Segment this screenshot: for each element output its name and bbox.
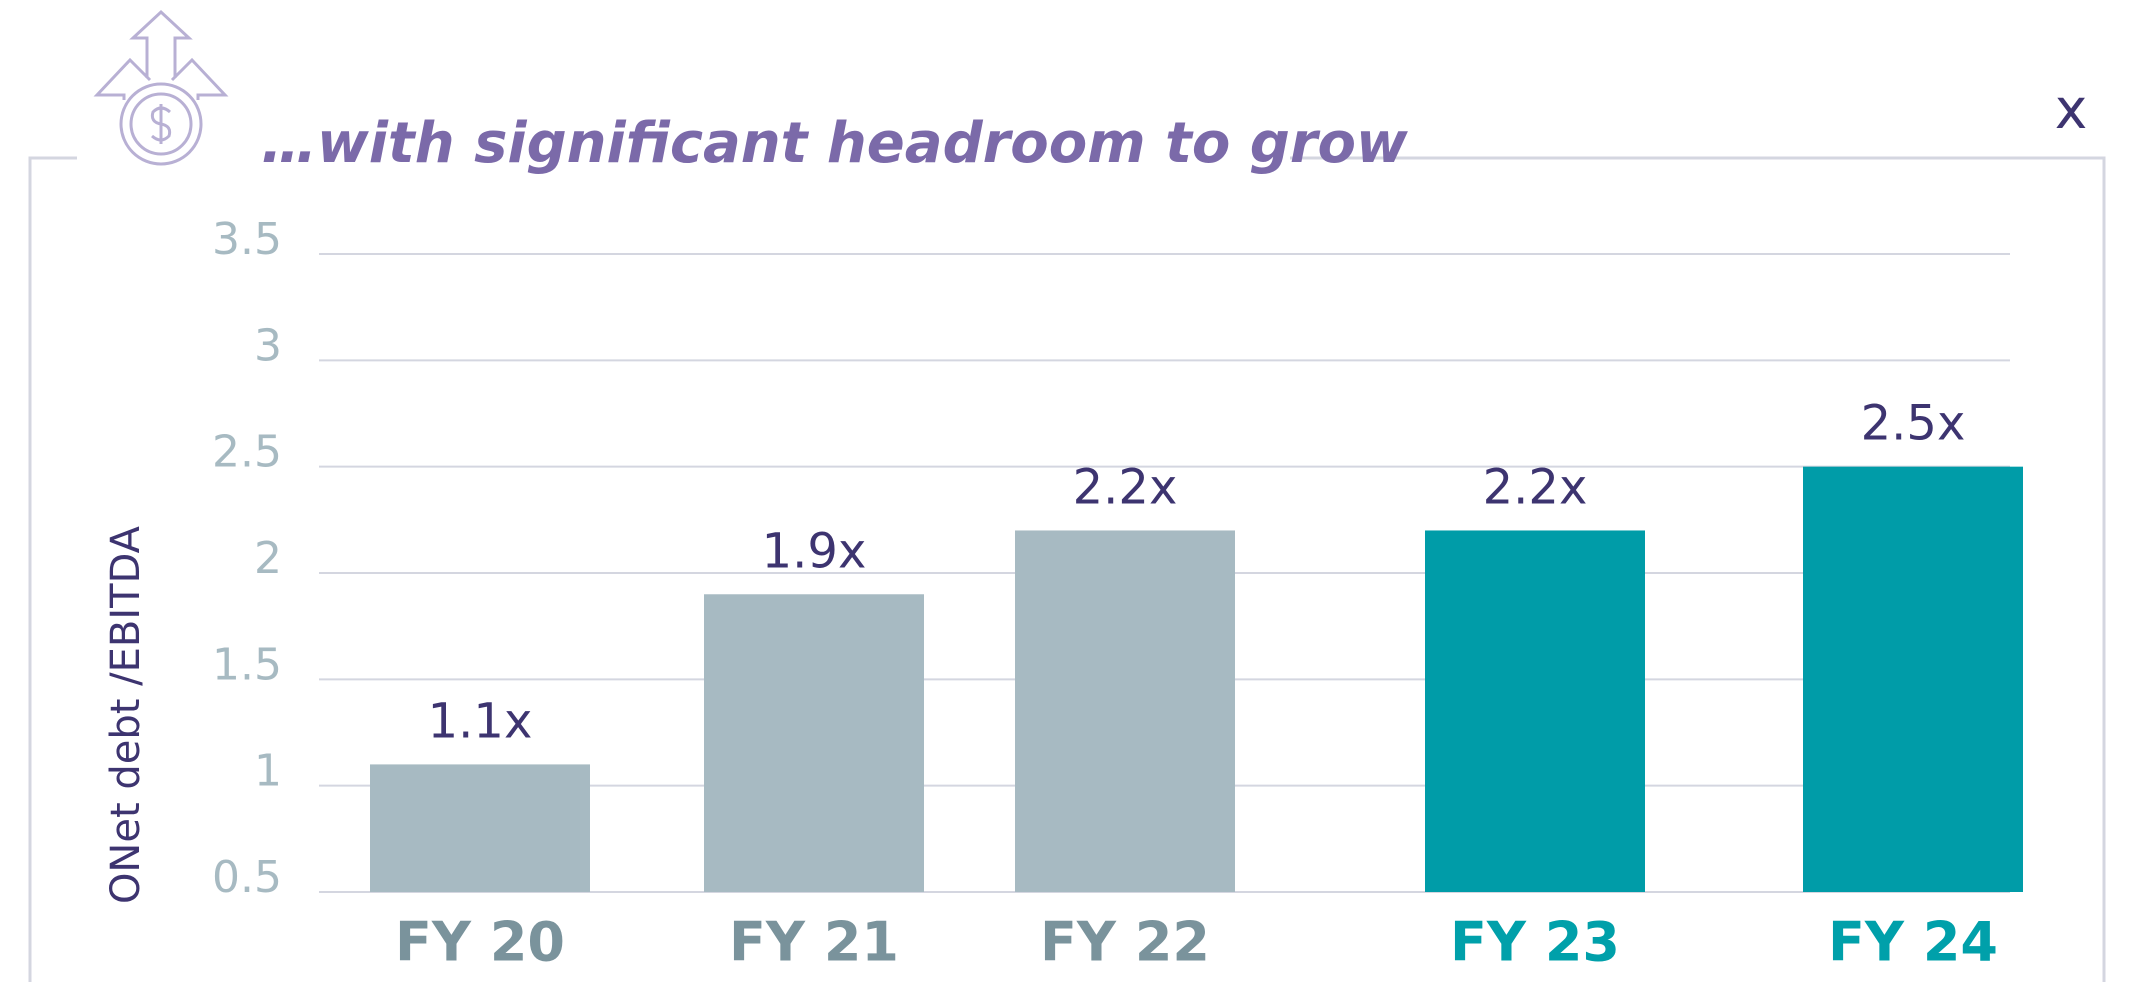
y-tick-label: 0.5 — [212, 852, 282, 903]
y-axis-label: ONet debt /EBITDA — [103, 525, 149, 904]
value-label: 1.9x — [762, 523, 867, 579]
x-tick-label: FY 23 — [1450, 911, 1620, 974]
growth-icon — [93, 9, 229, 166]
value-label: 2.5x — [1861, 396, 1966, 452]
x-tick-label: FY 20 — [395, 911, 565, 974]
bar — [1803, 466, 2023, 892]
y-tick-label: 3.5 — [212, 214, 282, 265]
y-tick-label: 1.5 — [212, 639, 282, 690]
close-button[interactable]: x — [2055, 77, 2088, 141]
y-tick-label: 2.5 — [212, 427, 282, 478]
x-tick-label: FY 21 — [729, 911, 899, 974]
value-label: 1.1x — [428, 693, 533, 749]
value-label: 2.2x — [1483, 459, 1588, 515]
chart-title: …with significant headroom to grow — [261, 111, 1408, 176]
frame — [28, 156, 2106, 982]
bar — [1015, 530, 1235, 892]
x-tick-label: FY 22 — [1040, 911, 1210, 974]
bar — [370, 764, 590, 892]
value-label: 2.2x — [1073, 459, 1178, 515]
x-tick-label: FY 24 — [1828, 911, 1998, 974]
y-tick-label: 2 — [254, 533, 282, 584]
y-tick-label: 1 — [254, 746, 282, 797]
bar — [704, 594, 924, 892]
y-tick-label: 3 — [254, 320, 282, 371]
bar — [1425, 530, 1645, 892]
